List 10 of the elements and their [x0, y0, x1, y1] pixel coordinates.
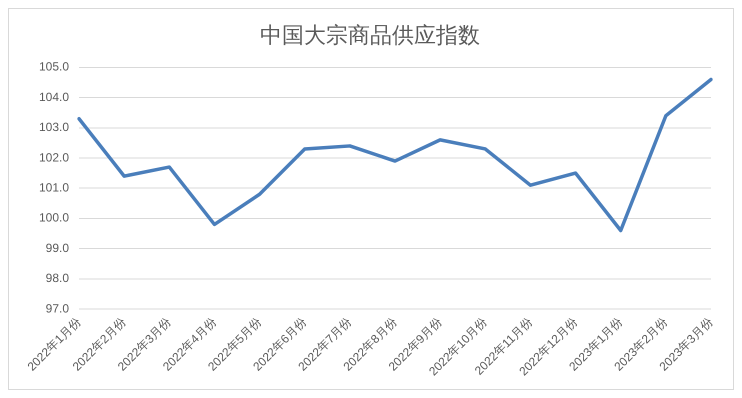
y-tick-label: 100.0 [39, 210, 70, 225]
y-tick-label: 101.0 [39, 180, 70, 195]
chart-title: 中国大宗商品供应指数 [260, 22, 480, 48]
y-tick-label: 97.0 [46, 301, 70, 316]
y-tick-label: 105.0 [39, 60, 70, 74]
y-tick-label: 102.0 [39, 150, 70, 164]
y-tick-label: 103.0 [39, 120, 70, 134]
y-tick-label: 99.0 [46, 240, 70, 255]
y-tick-label: 104.0 [39, 90, 70, 104]
y-tick-label: 98.0 [46, 271, 70, 286]
